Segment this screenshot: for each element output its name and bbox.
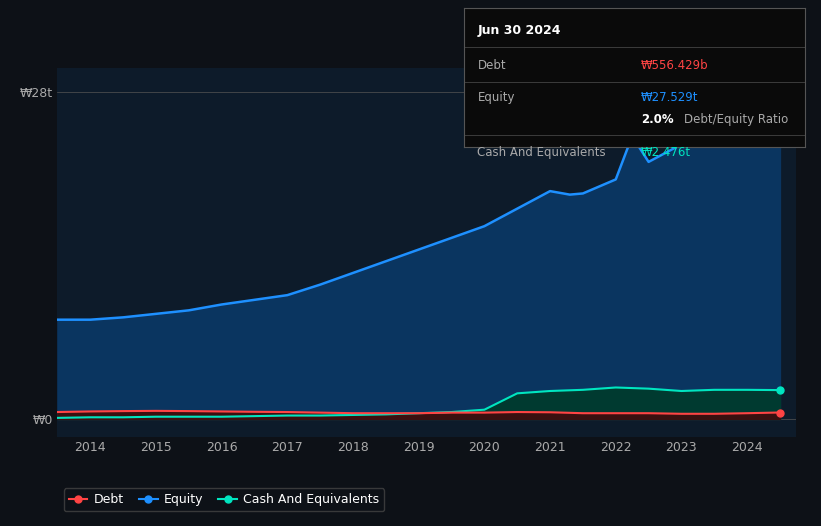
Text: 2.0%: 2.0% [641,113,674,126]
Text: ₩27.529t: ₩27.529t [641,90,699,104]
Text: Debt/Equity Ratio: Debt/Equity Ratio [684,113,788,126]
Text: Equity: Equity [478,90,515,104]
Text: ₩2.476t: ₩2.476t [641,146,691,159]
Text: Jun 30 2024: Jun 30 2024 [478,24,561,37]
Text: Debt: Debt [478,58,506,72]
Text: ₩556.429b: ₩556.429b [641,58,709,72]
Legend: Debt, Equity, Cash And Equivalents: Debt, Equity, Cash And Equivalents [64,488,384,511]
Text: Cash And Equivalents: Cash And Equivalents [478,146,606,159]
